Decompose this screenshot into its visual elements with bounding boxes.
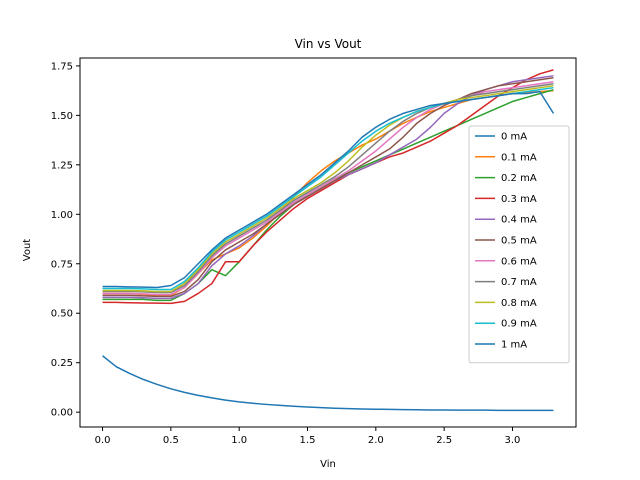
legend-entry: 1 mA — [501, 340, 527, 351]
legend-entry: 0 mA — [501, 132, 527, 143]
y-tick-label: 1.25 — [51, 160, 73, 171]
y-tick-label: 1.50 — [51, 111, 73, 122]
legend-entry: 0.8 mA — [501, 298, 537, 309]
x-tick-label: 2.5 — [436, 435, 452, 446]
series-line — [102, 77, 554, 298]
y-tick-label: 1.00 — [51, 210, 73, 221]
legend-entry: 0.2 mA — [501, 173, 537, 184]
series-line — [102, 82, 554, 294]
legend: 0 mA 0.1 mA 0.2 mA 0.3 mA 0.4 mA 0.5 mA 0.6 mA… — [468, 125, 570, 364]
x-axis: 0.0 0.5 1.0 1.5 2.0 2.5 3.0 — [95, 427, 521, 446]
y-tick-label: 0.00 — [51, 408, 73, 419]
legend-box — [468, 125, 570, 364]
legend-entry: 0.4 mA — [501, 215, 537, 226]
x-tick-label: 2.0 — [368, 435, 384, 446]
y-axis: 0.00 0.25 0.50 0.75 1.00 1.25 1.50 1.75 — [51, 61, 80, 419]
legend-entry: 0.9 mA — [501, 319, 537, 330]
legend-entry: 0.1 mA — [501, 152, 537, 163]
series-lines — [102, 69, 555, 412]
x-tick-label: 1.0 — [231, 435, 247, 446]
series-line — [102, 355, 554, 412]
y-tick-label: 0.25 — [51, 358, 73, 369]
series-line — [102, 84, 554, 293]
x-tick-label: 0.0 — [95, 435, 111, 446]
legend-entry: 0.7 mA — [501, 277, 537, 288]
legend-entry: 0.3 mA — [501, 194, 537, 205]
series-line — [102, 69, 554, 305]
axes-frame — [79, 57, 577, 428]
series-line — [102, 80, 554, 296]
chart-title: Vin vs Vout — [295, 37, 362, 51]
x-tick-label: 3.0 — [505, 435, 521, 446]
series-line — [102, 90, 555, 289]
legend-entry: 0.6 mA — [501, 256, 537, 267]
y-tick-label: 0.75 — [51, 259, 73, 270]
x-tick-label: 1.5 — [300, 435, 316, 446]
x-tick-label: 0.5 — [163, 435, 179, 446]
x-axis-label: Vin — [320, 459, 336, 470]
legend-entry: 0.5 mA — [501, 236, 537, 247]
y-tick-label: 1.75 — [51, 61, 73, 72]
y-tick-label: 0.50 — [51, 309, 73, 320]
y-axis-label: Vout — [22, 239, 33, 262]
